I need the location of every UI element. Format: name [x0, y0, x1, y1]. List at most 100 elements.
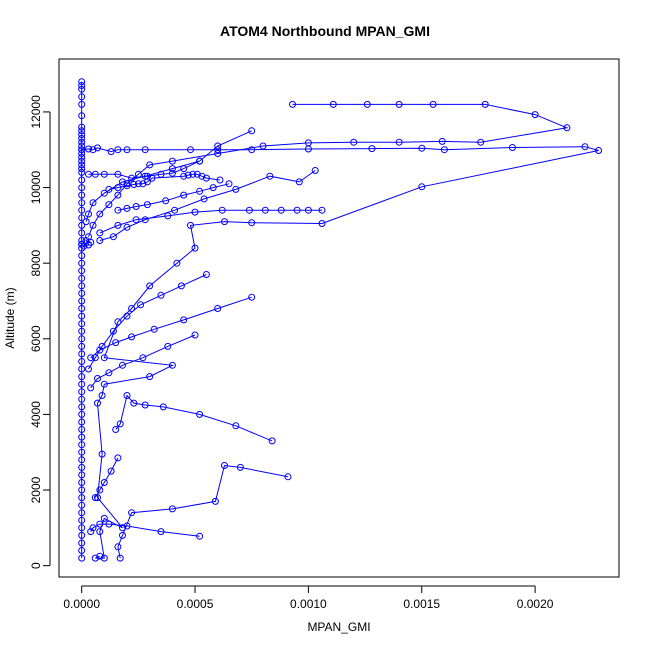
x-tick-label: 0.0010: [290, 597, 327, 611]
data-point: [78, 350, 86, 358]
data-point: [100, 170, 108, 178]
data-point: [531, 111, 539, 119]
data-point: [295, 178, 303, 186]
data-point: [78, 297, 86, 305]
data-point: [78, 206, 86, 214]
data-point: [94, 375, 101, 382]
series-line: [88, 274, 207, 370]
data-point: [78, 259, 86, 267]
data-point: [105, 185, 113, 193]
data-point: [78, 150, 86, 157]
data-point: [96, 346, 104, 354]
data-point: [123, 146, 131, 154]
data-point: [128, 333, 136, 341]
x-tick-label: 0.0020: [517, 597, 554, 611]
data-point: [168, 157, 176, 165]
data-point: [119, 531, 126, 539]
series-line: [90, 523, 200, 537]
data-point: [114, 221, 122, 229]
data-point: [94, 144, 101, 152]
data-point: [100, 189, 108, 197]
data-point: [563, 124, 571, 132]
data-point: [141, 401, 149, 409]
data-point: [128, 305, 136, 312]
data-point: [139, 354, 147, 362]
data-point: [171, 206, 179, 214]
data-point: [143, 172, 151, 180]
data-point: [78, 214, 86, 222]
data-point: [96, 210, 104, 218]
data-point: [78, 426, 86, 433]
data-point: [209, 184, 217, 192]
data-point: [78, 380, 86, 388]
data-point: [78, 327, 86, 335]
data-point: [78, 395, 86, 403]
data-point: [214, 142, 222, 150]
data-point: [164, 342, 172, 350]
data-point: [78, 365, 86, 373]
data-point: [368, 145, 376, 153]
data-point: [78, 516, 86, 524]
y-axis-label: Altitude (m): [3, 287, 17, 348]
data-point: [78, 112, 86, 120]
data-point: [78, 403, 86, 411]
data-point: [248, 219, 256, 227]
data-point: [581, 143, 589, 151]
data-point: [429, 100, 437, 108]
data-point: [100, 554, 108, 562]
data-point: [78, 335, 86, 343]
data-point: [100, 354, 108, 362]
data-point: [78, 531, 86, 539]
data-point: [96, 229, 104, 237]
data-point: [196, 187, 204, 195]
data-point: [218, 206, 226, 214]
data-point: [202, 271, 210, 278]
data-point: [180, 316, 188, 324]
data-point: [91, 554, 99, 562]
data-point: [193, 170, 201, 178]
data-point: [146, 282, 154, 290]
data-point: [268, 437, 276, 445]
data-point: [123, 204, 131, 212]
data-point: [114, 318, 122, 326]
data-point: [221, 218, 228, 226]
series-line: [90, 334, 196, 389]
data-point: [107, 467, 115, 475]
x-tick-label: 0.0005: [177, 597, 214, 611]
data-point: [105, 201, 113, 209]
data-point: [202, 174, 210, 182]
data-point: [508, 144, 516, 151]
data-point: [196, 410, 204, 418]
data-point: [78, 441, 86, 449]
data-point: [119, 361, 126, 369]
series-layer: [78, 78, 603, 562]
data-point: [78, 100, 86, 108]
data-point: [146, 373, 154, 381]
data-point: [216, 176, 224, 184]
data-point: [105, 520, 113, 528]
x-axis-label: MPAN_GMI: [307, 620, 370, 634]
data-point: [350, 138, 358, 146]
data-point: [98, 450, 106, 458]
data-point: [78, 165, 86, 173]
data-point: [78, 479, 86, 486]
data-point: [143, 201, 151, 209]
data-point: [91, 494, 99, 502]
data-point: [159, 403, 167, 411]
data-point: [78, 240, 86, 248]
data-point: [78, 282, 86, 290]
data-point: [78, 134, 86, 142]
data-point: [418, 144, 426, 152]
data-point: [214, 146, 222, 154]
data-point: [187, 146, 194, 154]
data-point: [132, 203, 140, 210]
data-point: [289, 100, 296, 108]
data-point: [78, 312, 86, 320]
data-point: [123, 223, 131, 231]
data-point: [440, 146, 448, 154]
data-point: [112, 339, 120, 347]
data-point: [89, 221, 97, 229]
data-point: [100, 380, 108, 388]
